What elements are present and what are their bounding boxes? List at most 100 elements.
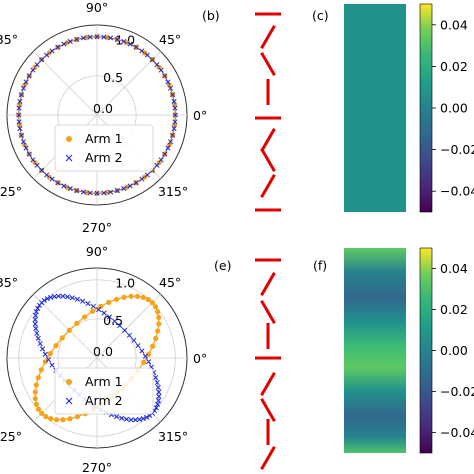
angular-gridline bbox=[33, 294, 98, 359]
colorbar-tick-label: −0.02 bbox=[440, 384, 474, 399]
arm2-point bbox=[42, 351, 48, 357]
arm2-point bbox=[127, 183, 133, 189]
arm2-point bbox=[67, 38, 73, 45]
arm1-point bbox=[150, 343, 156, 349]
arm1-point bbox=[149, 300, 155, 306]
arm2-point bbox=[35, 335, 41, 341]
arm2-point bbox=[121, 185, 127, 192]
arm2-point bbox=[112, 318, 118, 324]
arm2-point bbox=[64, 294, 71, 300]
orientation-bar bbox=[260, 445, 276, 471]
arm1-point bbox=[60, 417, 66, 423]
colorbar-tick-label: 0.02 bbox=[440, 59, 468, 74]
arm2-point bbox=[32, 312, 39, 319]
arm2-point bbox=[49, 48, 55, 54]
radial-tick-label: 0.5 bbox=[103, 70, 123, 85]
arm2-point bbox=[26, 73, 32, 79]
arm2-point bbox=[114, 414, 120, 420]
legend-label-arm2: Arm 2 bbox=[85, 150, 123, 165]
angle-tick-label: 135° bbox=[0, 275, 18, 290]
arm2-point bbox=[26, 151, 32, 157]
heatmap-c bbox=[344, 4, 406, 212]
arm2-point bbox=[60, 293, 66, 299]
colorbar-f-ticks: 0.04 0.02 0.00 −0.02 −0.04 bbox=[432, 261, 474, 440]
arm2-point bbox=[45, 357, 52, 363]
legend-marker-arm2 bbox=[65, 397, 73, 405]
arm2-point bbox=[153, 375, 159, 381]
arm1-point bbox=[146, 351, 152, 357]
radial-tick-label: 1.0 bbox=[115, 276, 135, 291]
angle-tick-label: 45° bbox=[159, 32, 181, 47]
arm2-point bbox=[87, 34, 93, 40]
arm2-point bbox=[30, 157, 36, 163]
angle-tick-label: 45° bbox=[159, 275, 181, 290]
arm2-point bbox=[34, 330, 40, 336]
arm2-point bbox=[139, 176, 145, 182]
arm2-point bbox=[33, 309, 39, 315]
arm1-point bbox=[74, 320, 80, 326]
arm2-point bbox=[30, 67, 36, 73]
arm2-point bbox=[133, 180, 139, 186]
arm2-point bbox=[121, 38, 127, 45]
arm2-point bbox=[117, 323, 123, 329]
arm2-point bbox=[16, 105, 22, 111]
arm2-point bbox=[170, 92, 176, 98]
arm2-point bbox=[167, 85, 174, 91]
colorbar-tick-label: 0.02 bbox=[440, 302, 468, 317]
legend-label-arm2: Arm 2 bbox=[85, 393, 123, 408]
arm2-point bbox=[55, 180, 61, 186]
legend-marker-arm1 bbox=[66, 136, 72, 142]
arm2-point bbox=[144, 52, 150, 58]
arm2-point bbox=[51, 293, 58, 300]
arm1-point bbox=[155, 328, 161, 334]
angular-gridline bbox=[33, 51, 98, 116]
arm2-point bbox=[37, 341, 43, 347]
arm2-point bbox=[32, 316, 38, 323]
arm2-point bbox=[35, 305, 41, 311]
arm1-point bbox=[35, 406, 42, 412]
arm2-point bbox=[74, 296, 80, 302]
arm1-point bbox=[32, 395, 38, 402]
orientation-bar bbox=[260, 127, 276, 153]
arm2-point bbox=[136, 416, 143, 423]
angle-tick-label: 270° bbox=[82, 220, 112, 235]
angular-gridline bbox=[96, 294, 161, 359]
arm2-point bbox=[40, 346, 46, 352]
panel-label-f: (f) bbox=[313, 258, 327, 273]
arm2-point bbox=[44, 52, 50, 58]
arm2-point bbox=[156, 389, 162, 395]
colorbar-tick-label: 0.00 bbox=[440, 343, 468, 358]
orientation-bar bbox=[260, 173, 276, 199]
arm2-point bbox=[49, 176, 55, 182]
arm2-point bbox=[108, 35, 114, 41]
arm2-point bbox=[155, 401, 161, 407]
legend-label-arm1: Arm 1 bbox=[85, 131, 123, 146]
arm1-point bbox=[152, 304, 159, 310]
arm2-point bbox=[55, 293, 62, 299]
arm1-point bbox=[156, 321, 162, 327]
arm1-point bbox=[48, 416, 54, 422]
arm2-point bbox=[158, 157, 164, 163]
angle-tick-label: 225° bbox=[0, 184, 22, 199]
arm2-point bbox=[80, 35, 86, 41]
arm2-point bbox=[23, 145, 29, 151]
arm2-point bbox=[16, 119, 22, 125]
orientation-bar bbox=[260, 51, 276, 77]
arm2-point bbox=[106, 314, 112, 320]
panel-label-c: (c) bbox=[312, 8, 329, 23]
arm2-point bbox=[101, 310, 107, 316]
arm2-point bbox=[101, 34, 107, 40]
arm2-point bbox=[20, 139, 27, 145]
orientation-bar bbox=[260, 299, 276, 325]
arm1-point bbox=[121, 294, 127, 300]
legend-box bbox=[54, 124, 154, 172]
arm2-point bbox=[154, 62, 160, 68]
arm1-point bbox=[113, 296, 120, 302]
arm2-point bbox=[154, 380, 160, 386]
arm1-point bbox=[33, 401, 39, 407]
arm1-point bbox=[98, 303, 104, 309]
arm2-point bbox=[140, 416, 146, 422]
arm2-point bbox=[155, 397, 162, 404]
arm1-point bbox=[43, 413, 49, 420]
arm1-point bbox=[47, 351, 53, 357]
